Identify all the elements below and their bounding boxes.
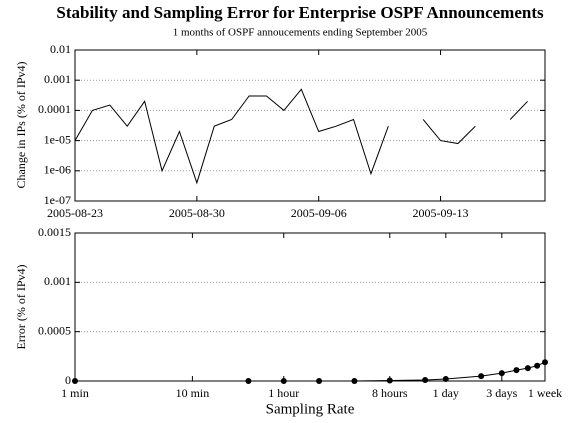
data-line	[75, 88, 528, 185]
x-tick-label: 2005-08-23	[47, 206, 103, 220]
x-tick-label: 1 hour	[268, 386, 299, 400]
plot-frame	[74, 49, 546, 202]
data-point	[316, 378, 323, 384]
data-point	[72, 378, 78, 384]
y-tick-label: 1e-05	[44, 132, 71, 146]
y-tick-label: 0.001	[44, 274, 71, 288]
y-tick-label: 0.0015	[38, 225, 71, 239]
chart-title: Stability and Sampling Error for Enterpr…	[56, 3, 544, 22]
y-axis-label: Change in IPs (% of IPv4)	[14, 62, 28, 189]
y-tick-label: 0.01	[50, 42, 71, 56]
data-point	[524, 365, 531, 372]
y-tick-label: 1e-06	[44, 163, 71, 177]
x-tick-label: 1 day	[433, 386, 459, 400]
data-point	[542, 359, 548, 366]
y-tick-label: 0	[65, 373, 71, 387]
data-point	[351, 378, 358, 384]
x-tick-label: 2005-09-13	[413, 206, 469, 220]
data-point	[513, 367, 520, 374]
x-tick-label: 1 week	[528, 386, 562, 400]
data-point	[422, 377, 429, 384]
x-tick-label: 2005-09-06	[291, 206, 347, 220]
data-line	[75, 361, 546, 382]
x-tick-label: 1 min	[61, 386, 89, 400]
data-point	[386, 377, 393, 384]
x-axis-label: Sampling Rate	[266, 401, 355, 417]
x-tick-label: 2005-08-30	[169, 206, 225, 220]
x-tick-label: 3 days	[486, 386, 517, 400]
y-tick-label: 0.0001	[38, 102, 71, 116]
data-point	[498, 370, 505, 377]
x-tick-label: 8 hours	[372, 386, 408, 400]
y-tick-label: 0.0005	[38, 323, 71, 337]
x-tick-label: 10 min	[176, 386, 210, 400]
data-point	[478, 373, 485, 380]
plot-frame	[74, 232, 546, 382]
data-point	[245, 378, 252, 384]
data-point	[280, 378, 287, 384]
data-point	[442, 376, 449, 383]
data-point	[534, 362, 541, 369]
y-tick-label: 0.001	[44, 72, 71, 86]
y-tick-label: 1e-07	[44, 193, 71, 207]
y-axis-label: Error (% of IPv4)	[14, 265, 28, 350]
chart-subtitle: 1 months of OSPF annoucements ending Sep…	[173, 27, 428, 39]
